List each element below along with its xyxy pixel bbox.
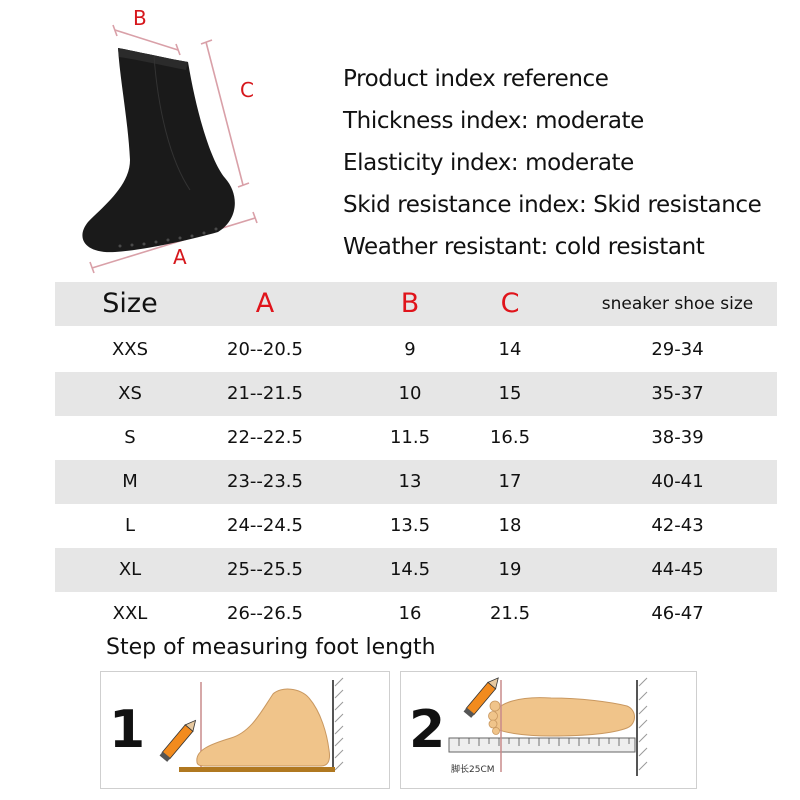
ruler-label: 脚长25CM (451, 765, 495, 775)
steps-title: Step of measuring foot length (106, 635, 436, 660)
info-line: Thickness index: moderate (343, 108, 644, 134)
step-number: 1 (109, 700, 146, 760)
c-cell: 14 (498, 339, 522, 360)
size-cell: XXL (112, 603, 148, 624)
shoe-size-cell: 44-45 (651, 559, 704, 580)
size-cell: XS (118, 383, 142, 404)
a-cell: 21--21.5 (227, 383, 303, 404)
dimension-c-label: C (240, 78, 254, 102)
c-cell: 21.5 (489, 603, 531, 624)
size-cell: XL (118, 559, 142, 580)
dimension-a-label: A (173, 245, 187, 269)
b-cell: 9 (404, 339, 416, 360)
table-row: L 24--24.5 13.5 18 42-43 (55, 504, 777, 548)
b-cell: 14.5 (389, 559, 431, 580)
header-c: C (500, 288, 520, 319)
c-cell: 18 (498, 515, 522, 536)
dimension-b-label: B (133, 6, 147, 30)
shoe-size-cell: 42-43 (651, 515, 704, 536)
c-cell: 15 (498, 383, 522, 404)
b-cell: 11.5 (389, 427, 431, 448)
table-row: XXL 26--26.5 16 21.5 46-47 (55, 592, 777, 636)
info-line: Elasticity index: moderate (343, 150, 634, 176)
a-cell: 20--20.5 (227, 339, 303, 360)
header-shoe-size: sneaker shoe size (601, 294, 754, 314)
a-cell: 22--22.5 (227, 427, 303, 448)
table-row: XL 25--25.5 14.5 19 44-45 (55, 548, 777, 592)
table-header-row: Size A B C sneaker shoe size (55, 282, 777, 326)
product-info: Product index reference Thickness index:… (343, 58, 762, 268)
b-cell: 13.5 (389, 515, 431, 536)
a-cell: 23--23.5 (227, 471, 303, 492)
header-b: B (400, 288, 420, 319)
shoe-size-cell: 46-47 (651, 603, 704, 624)
shoe-size-cell: 38-39 (651, 427, 704, 448)
c-cell: 16.5 (489, 427, 531, 448)
sock-illustration: B C A (60, 0, 320, 280)
c-cell: 19 (498, 559, 522, 580)
header-size: Size (102, 288, 158, 319)
b-cell: 10 (398, 383, 422, 404)
step-1-panel: 1 (100, 671, 390, 789)
b-cell: 13 (398, 471, 422, 492)
info-line: Product index reference (343, 66, 609, 92)
table-row: S 22--22.5 11.5 16.5 38-39 (55, 416, 777, 460)
a-cell: 26--26.5 (227, 603, 303, 624)
size-cell: M (122, 471, 138, 492)
size-cell: XXS (111, 339, 149, 360)
header-a: A (255, 288, 275, 319)
table-row: XS 21--21.5 10 15 35-37 (55, 372, 777, 416)
info-line: Skid resistance index: Skid resistance (343, 192, 762, 218)
table-row: XXS 20--20.5 9 14 29-34 (55, 328, 777, 372)
shoe-size-cell: 35-37 (651, 383, 704, 404)
shoe-size-cell: 29-34 (651, 339, 704, 360)
table-row: M 23--23.5 13 17 40-41 (55, 460, 777, 504)
size-cell: S (124, 427, 136, 448)
foot-top-view-icon (448, 677, 648, 776)
size-cell: L (124, 515, 136, 536)
sock-icon (82, 24, 258, 274)
b-cell: 16 (398, 603, 422, 624)
shoe-size-cell: 40-41 (651, 471, 704, 492)
step-number: 2 (409, 700, 446, 760)
foot-side-view-icon (159, 677, 344, 772)
info-line: Weather resistant: cold resistant (343, 234, 705, 260)
a-cell: 24--24.5 (227, 515, 303, 536)
c-cell: 17 (498, 471, 522, 492)
step-2-panel: 2 脚长25CM (400, 671, 697, 789)
a-cell: 25--25.5 (227, 559, 303, 580)
